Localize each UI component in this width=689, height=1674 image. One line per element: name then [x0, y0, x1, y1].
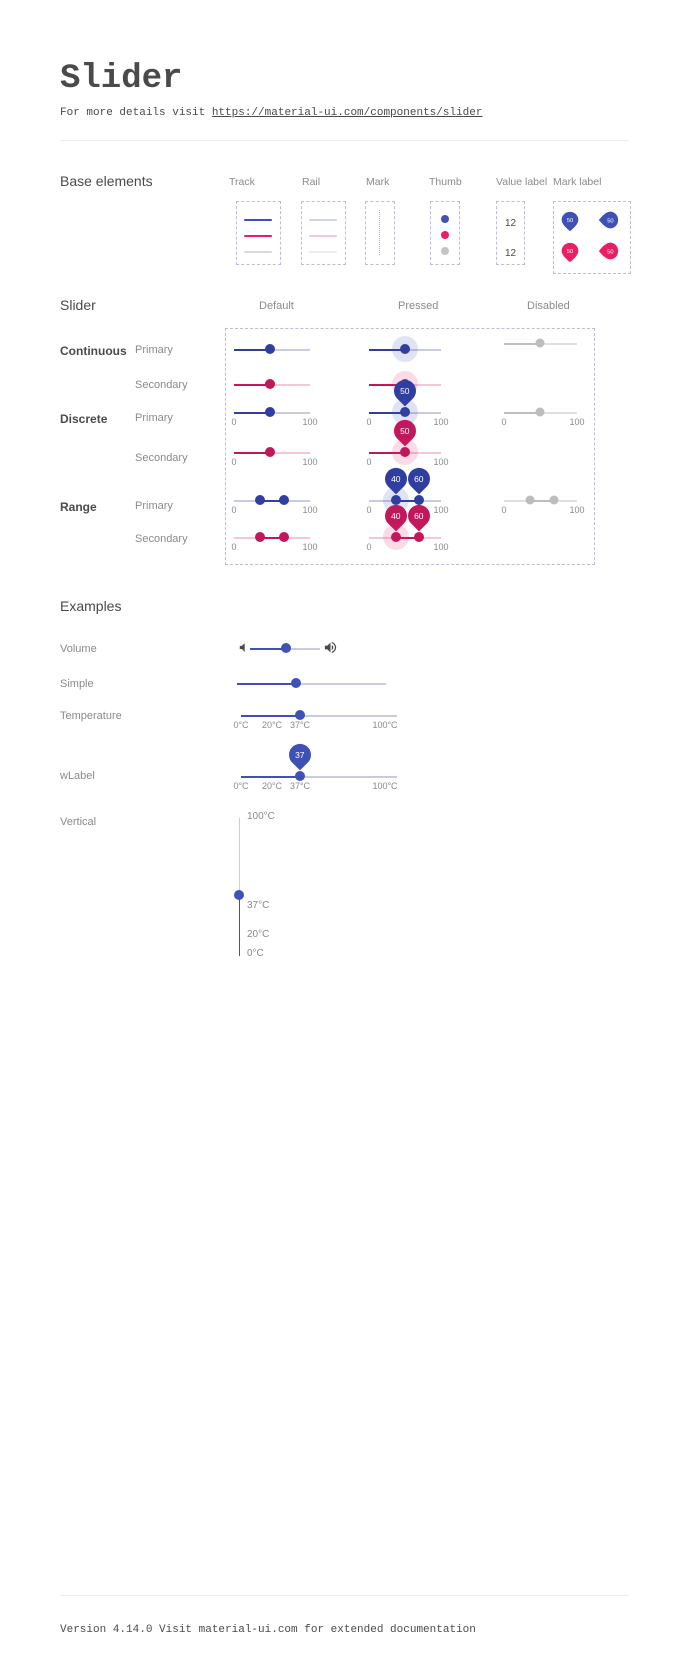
- svg-text:50: 50: [607, 219, 613, 225]
- svg-text:50: 50: [567, 218, 573, 224]
- svg-text:50: 50: [567, 249, 573, 255]
- svg-text:50: 50: [607, 250, 613, 256]
